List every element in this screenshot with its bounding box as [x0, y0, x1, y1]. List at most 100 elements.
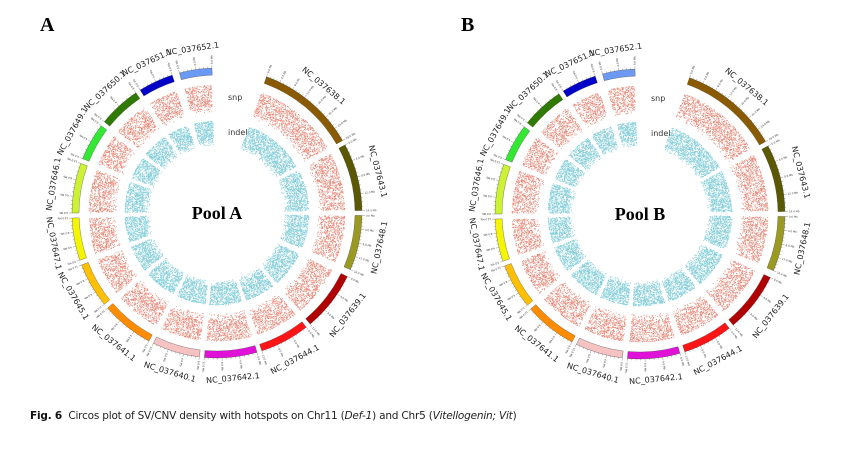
- indel-point: [268, 150, 269, 151]
- indel-point: [280, 146, 281, 147]
- indel-point: [248, 132, 249, 133]
- snp-point: [301, 152, 302, 153]
- snp-point: [322, 146, 323, 147]
- indel-point: [284, 161, 285, 162]
- snp-point: [270, 97, 271, 98]
- indel-point: [251, 144, 252, 145]
- snp-point: [268, 96, 269, 97]
- indel-point: [258, 137, 259, 138]
- indel-point: [275, 154, 276, 155]
- snp-point: [275, 115, 276, 116]
- snp-point: [341, 187, 342, 188]
- snp-point: [301, 143, 302, 144]
- snp-point: [313, 139, 314, 140]
- snp-point: [295, 143, 296, 144]
- indel-point: [244, 142, 245, 143]
- snp-point: [313, 130, 314, 131]
- snp-point: [314, 148, 315, 149]
- snp-point: [309, 144, 310, 145]
- snp-point: [314, 140, 315, 141]
- snp-point: [289, 128, 290, 129]
- indel-point: [256, 145, 257, 146]
- snp-point: [285, 111, 286, 112]
- snp-point: [311, 155, 312, 156]
- indel-point: [280, 175, 281, 176]
- snp-point: [282, 107, 283, 108]
- indel-point: [254, 153, 255, 154]
- snp-point: [296, 128, 297, 129]
- snp-point: [266, 114, 267, 115]
- snp-point: [298, 118, 299, 119]
- snp-point: [336, 179, 337, 180]
- indel-point: [250, 148, 251, 149]
- indel-point: [294, 166, 295, 167]
- snp-point: [282, 110, 283, 111]
- indel-point: [254, 140, 255, 141]
- snp-point: [304, 146, 305, 147]
- snp-point: [303, 150, 304, 151]
- snp-point: [323, 145, 324, 146]
- snp-point: [293, 135, 294, 136]
- snp-point: [334, 170, 335, 171]
- indel-point: [250, 150, 251, 151]
- indel-point: [284, 169, 285, 170]
- snp-point: [294, 119, 295, 120]
- indel-point: [256, 136, 257, 137]
- snp-point: [263, 106, 264, 107]
- snp-point: [286, 120, 287, 121]
- snp-point: [285, 129, 286, 130]
- indel-point: [273, 142, 274, 143]
- indel-point: [289, 158, 290, 159]
- snp-point: [337, 209, 338, 210]
- snp-point: [305, 149, 306, 150]
- snp-point: [293, 122, 294, 123]
- snp-point: [265, 98, 266, 99]
- indel-point: [260, 152, 261, 153]
- indel-point: [286, 166, 287, 167]
- indel-point: [248, 131, 249, 132]
- snp-point: [281, 132, 282, 133]
- snp-point: [279, 126, 280, 127]
- tick-mark: [307, 98, 308, 99]
- snp-point: [273, 111, 274, 112]
- indel-point: [250, 142, 251, 143]
- indel-point: [272, 166, 273, 167]
- snp-point: [317, 186, 318, 187]
- indel-point: [265, 160, 266, 161]
- snp-point: [305, 120, 306, 121]
- snp-point: [278, 127, 279, 128]
- indel-point: [262, 142, 263, 143]
- snp-point: [281, 105, 282, 106]
- indel-point: [254, 133, 255, 134]
- snp-point: [258, 103, 259, 104]
- snp-point: [332, 182, 333, 183]
- indel-point: [280, 163, 281, 164]
- snp-point: [316, 135, 317, 136]
- indel-point: [279, 171, 280, 172]
- indel-point: [285, 154, 286, 155]
- snp-point: [309, 136, 310, 137]
- tick-mark: [343, 139, 346, 141]
- tick-mark: [349, 152, 350, 153]
- indel-point: [259, 140, 260, 141]
- snp-point: [322, 149, 323, 150]
- snp-point: [262, 120, 263, 121]
- indel-point: [259, 159, 260, 160]
- snp-point: [322, 148, 323, 149]
- snp-point: [307, 129, 308, 130]
- indel-point: [279, 153, 280, 154]
- indel-point: [294, 167, 295, 168]
- snp-point: [310, 151, 311, 152]
- snp-point: [269, 113, 270, 114]
- indel-point: [252, 148, 253, 149]
- indel-point: [286, 156, 287, 157]
- snp-point: [310, 144, 311, 145]
- snp-point: [316, 149, 317, 150]
- snp-point: [320, 172, 321, 173]
- indel-point: [265, 157, 266, 158]
- tick-mark: [267, 74, 268, 77]
- snp-point: [311, 127, 312, 128]
- indel-point: [244, 144, 245, 145]
- snp-point: [277, 122, 278, 123]
- indel-point: [252, 143, 253, 144]
